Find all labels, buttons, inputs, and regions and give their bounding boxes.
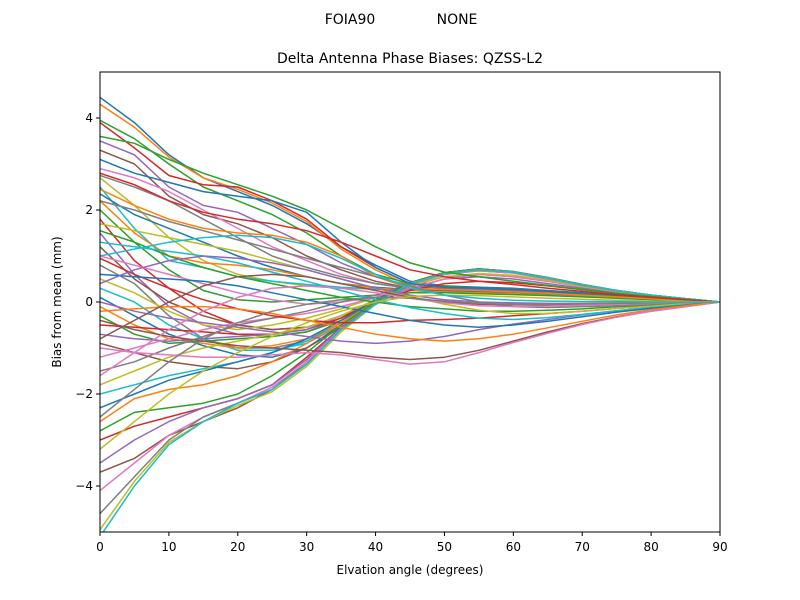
x-tick-label: 40 [368, 540, 383, 554]
series-line-3 [100, 119, 720, 303]
y-axis-ticks: −4 −2 0 2 4 [75, 111, 100, 493]
y-axis-label: Bias from mean (mm) [50, 236, 64, 367]
series-line-47 [100, 301, 720, 365]
series-line-58 [100, 296, 720, 418]
x-tick-label: 30 [299, 540, 314, 554]
header-left-text: FOIA90 [325, 12, 376, 28]
series-line-2 [100, 103, 720, 303]
series-line-43 [100, 229, 720, 312]
series-line-41 [100, 158, 720, 303]
x-tick-label: 70 [575, 540, 590, 554]
chart-title: Delta Antenna Phase Biases: QZSS-L2 [277, 51, 543, 67]
series-layer [100, 96, 720, 532]
x-tick-label: 10 [161, 540, 176, 554]
series-line-54 [100, 172, 720, 303]
series-line-53 [100, 135, 720, 303]
y-tick-label: 0 [85, 295, 93, 309]
series-line-5 [100, 140, 720, 303]
x-tick-label: 80 [643, 540, 658, 554]
series-line-48 [100, 200, 720, 309]
x-tick-label: 50 [437, 540, 452, 554]
series-line-13 [100, 209, 720, 303]
series-line-60 [100, 234, 720, 303]
y-tick-label: 2 [85, 203, 93, 217]
series-line-39 [100, 269, 720, 531]
series-line-59 [100, 294, 720, 450]
series-line-52 [100, 301, 720, 342]
y-tick-label: 4 [85, 111, 93, 125]
x-tick-label: 0 [96, 540, 104, 554]
series-line-4 [100, 121, 720, 303]
y-tick-label: −4 [75, 479, 93, 493]
y-tick-label: −2 [75, 387, 93, 401]
x-axis-ticks: 0 10 20 30 40 50 60 70 80 90 [96, 532, 728, 554]
x-axis-label: Elvation angle (degrees) [337, 563, 484, 577]
header-right-text: NONE [437, 12, 478, 28]
x-tick-label: 90 [712, 540, 727, 554]
series-line-12 [100, 200, 720, 303]
series-line-29 [100, 269, 720, 386]
x-tick-label: 20 [230, 540, 245, 554]
series-line-51 [100, 273, 720, 329]
x-tick-label: 60 [506, 540, 521, 554]
